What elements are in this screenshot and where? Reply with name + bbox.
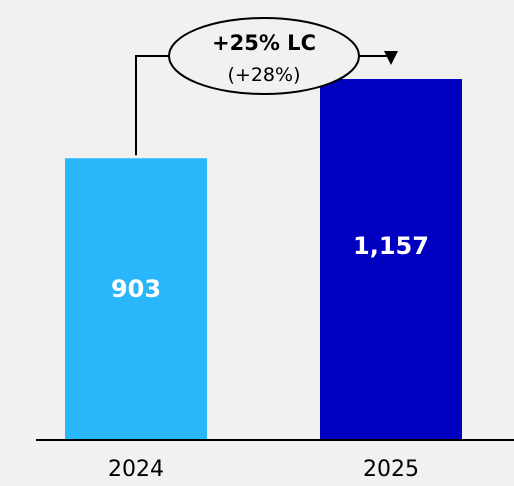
annotation-sub-text: (+28%) [228, 64, 301, 86]
bar-2025 [320, 79, 462, 441]
annotation-ellipse [168, 17, 360, 95]
annotation-main-text: +25% LC [212, 31, 316, 55]
value-label-2024: 903 [111, 275, 161, 303]
category-label-2025: 2025 [363, 457, 419, 482]
connector-arrowhead [384, 51, 398, 66]
bars-layer: 903 2024 1,157 2025 [65, 79, 462, 482]
bar-2024 [65, 158, 207, 440]
category-label-2024: 2024 [108, 457, 164, 482]
growth-annotation: +25% LC (+28%) [135, 17, 398, 156]
value-label-2025: 1,157 [353, 232, 429, 260]
